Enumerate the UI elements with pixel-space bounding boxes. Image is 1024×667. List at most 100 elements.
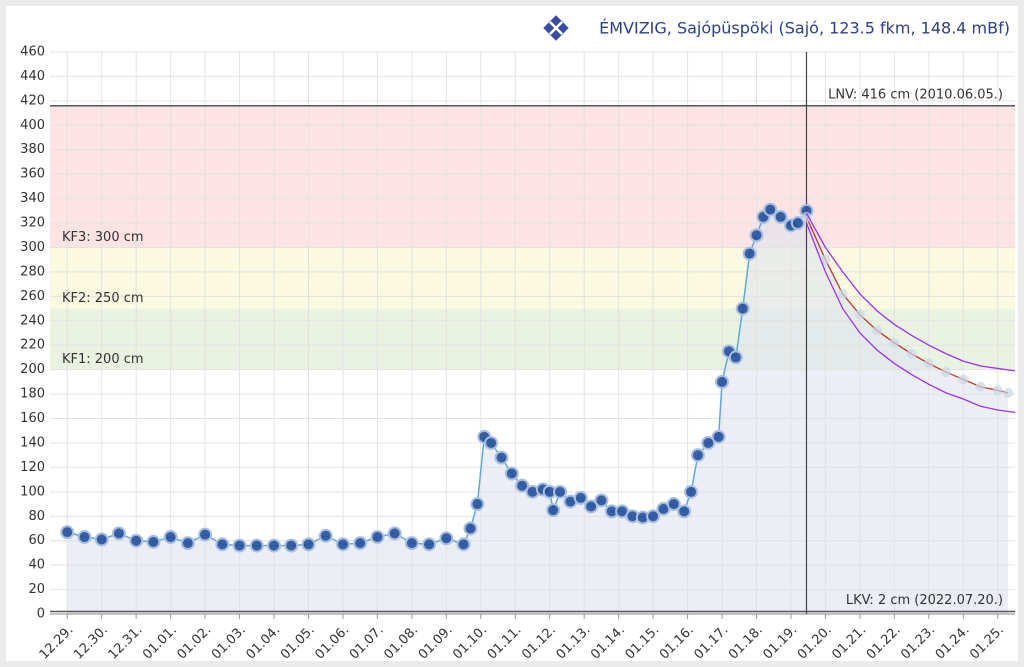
data-point bbox=[584, 499, 599, 514]
data-point bbox=[456, 537, 471, 552]
y-tick-label: 140 bbox=[20, 435, 45, 450]
y-tick-label: 60 bbox=[28, 533, 45, 548]
data-point bbox=[249, 538, 264, 553]
y-tick-label: 360 bbox=[20, 167, 45, 182]
data-point bbox=[439, 531, 454, 546]
data-point bbox=[553, 484, 568, 499]
data-point bbox=[749, 228, 764, 243]
area-fill bbox=[67, 209, 1009, 614]
y-tick-label: 100 bbox=[20, 484, 45, 499]
data-point bbox=[790, 216, 805, 231]
data-point bbox=[715, 374, 730, 389]
y-tick-label: 80 bbox=[28, 509, 45, 524]
y-tick-label: 20 bbox=[28, 582, 45, 597]
data-point bbox=[854, 309, 865, 320]
y-tick-label: 40 bbox=[28, 558, 45, 573]
data-point bbox=[742, 246, 757, 261]
data-point bbox=[387, 526, 402, 541]
y-tick-label: 240 bbox=[20, 313, 45, 328]
series-line bbox=[805, 222, 1016, 414]
data-point bbox=[504, 466, 519, 481]
data-point bbox=[546, 503, 561, 518]
data-point bbox=[594, 493, 609, 508]
data-point bbox=[353, 536, 368, 551]
data-point bbox=[267, 538, 282, 553]
series-line bbox=[805, 212, 1016, 372]
data-point bbox=[370, 530, 385, 545]
data-point bbox=[77, 530, 92, 545]
data-point bbox=[690, 448, 705, 463]
y-tick-label: 300 bbox=[20, 240, 45, 255]
y-tick-label: 280 bbox=[20, 264, 45, 279]
data-point bbox=[129, 533, 144, 548]
data-point bbox=[422, 537, 437, 552]
data-point bbox=[404, 536, 419, 551]
y-tick-label: 260 bbox=[20, 289, 45, 304]
data-point bbox=[735, 301, 750, 316]
data-point bbox=[701, 435, 716, 450]
data-point bbox=[573, 490, 588, 505]
data-point bbox=[60, 525, 75, 540]
y-tick-label: 400 bbox=[20, 118, 45, 133]
data-point bbox=[484, 435, 499, 450]
data-point bbox=[470, 497, 485, 512]
threshold-label: KF1: 200 cm bbox=[62, 352, 144, 367]
threshold-label: KF3: 300 cm bbox=[62, 230, 144, 245]
data-point bbox=[837, 288, 848, 299]
data-point bbox=[515, 478, 530, 493]
data-point bbox=[684, 484, 699, 499]
y-tick-label: 440 bbox=[20, 69, 45, 84]
data-point bbox=[711, 429, 726, 444]
y-tick-label: 180 bbox=[20, 387, 45, 402]
data-point bbox=[94, 532, 109, 547]
data-point bbox=[335, 537, 350, 552]
data-point bbox=[992, 385, 1003, 396]
y-tick-label: 220 bbox=[20, 338, 45, 353]
y-tick-label: 420 bbox=[20, 93, 45, 108]
title-icon bbox=[543, 15, 569, 41]
threshold-band bbox=[50, 247, 1015, 309]
data-point bbox=[284, 538, 299, 553]
threshold-band bbox=[50, 105, 1015, 248]
data-point bbox=[1003, 387, 1014, 398]
data-point bbox=[958, 374, 969, 385]
data-point bbox=[301, 537, 316, 552]
y-tick-label: 380 bbox=[20, 142, 45, 157]
data-point bbox=[728, 350, 743, 365]
data-point bbox=[763, 202, 778, 217]
chart-title: ÉMVIZIG, Sajópüspöki (Sajó, 123.5 fkm, 1… bbox=[599, 19, 1010, 38]
data-point bbox=[180, 536, 195, 551]
data-point bbox=[677, 504, 692, 519]
data-point bbox=[198, 527, 213, 542]
threshold-label: LNV: 416 cm (2010.06.05.) bbox=[828, 87, 1003, 102]
threshold-label: KF2: 250 cm bbox=[62, 291, 144, 306]
y-tick-label: 320 bbox=[20, 216, 45, 231]
data-point bbox=[820, 254, 831, 265]
y-tick-label: 340 bbox=[20, 191, 45, 206]
y-tick-label: 0 bbox=[37, 607, 45, 622]
threshold-label: LKV: 2 cm (2022.07.20.) bbox=[846, 593, 1003, 608]
y-tick-label: 160 bbox=[20, 411, 45, 426]
data-point bbox=[889, 337, 900, 348]
data-point bbox=[318, 528, 333, 543]
data-point bbox=[666, 497, 681, 512]
data-point bbox=[215, 537, 230, 552]
data-point bbox=[773, 209, 788, 224]
data-point bbox=[646, 509, 661, 524]
y-tick-label: 460 bbox=[20, 45, 45, 60]
data-point bbox=[232, 538, 247, 553]
data-point bbox=[801, 211, 812, 222]
y-tick-label: 200 bbox=[20, 362, 45, 377]
data-point bbox=[975, 381, 986, 392]
data-point bbox=[163, 530, 178, 545]
data-point bbox=[872, 325, 883, 336]
y-tick-label: 120 bbox=[20, 460, 45, 475]
data-point bbox=[463, 521, 478, 536]
data-point bbox=[146, 534, 161, 549]
data-point bbox=[941, 367, 952, 378]
data-point bbox=[111, 526, 126, 541]
data-point bbox=[923, 358, 934, 369]
data-point bbox=[494, 450, 509, 465]
data-point bbox=[906, 348, 917, 359]
